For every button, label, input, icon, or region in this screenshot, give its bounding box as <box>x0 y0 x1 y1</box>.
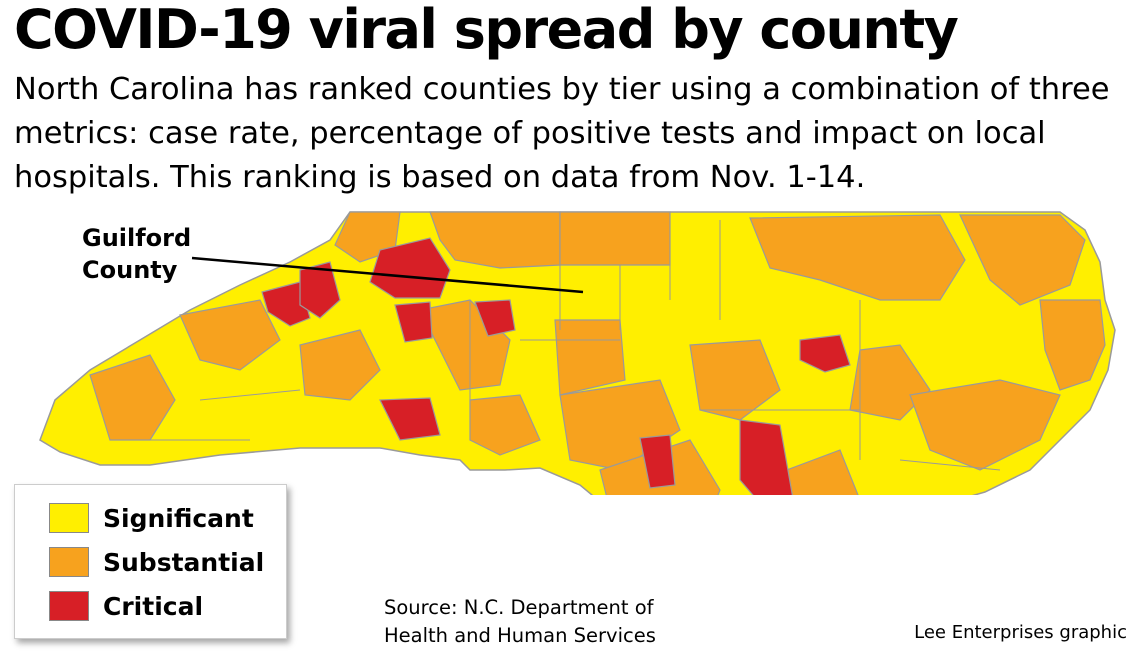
callout-line1: Guilford <box>82 224 192 252</box>
legend-label: Substantial <box>103 547 265 577</box>
county <box>799 334 851 373</box>
county <box>474 299 516 337</box>
graphic-credit: Lee Enterprises graphic <box>914 622 1127 643</box>
county <box>369 237 451 299</box>
legend-item-critical: Critical <box>49 591 203 621</box>
county <box>299 329 381 401</box>
county <box>1039 299 1106 391</box>
county <box>909 379 1061 471</box>
county <box>89 354 176 441</box>
county <box>689 339 781 421</box>
county <box>554 319 626 396</box>
legend-label: Significant <box>103 503 254 533</box>
county-borders <box>150 212 1001 471</box>
map-title: COVID-19 viral spread by county <box>14 0 959 61</box>
source-line2: Health and Human Services <box>384 624 656 647</box>
county <box>749 214 966 301</box>
substantial-swatch <box>49 547 89 577</box>
county <box>639 434 676 489</box>
significant-swatch <box>49 503 89 533</box>
county <box>261 281 311 327</box>
legend-label: Critical <box>103 591 204 621</box>
substantial-counties <box>89 211 1106 495</box>
guilford-callout: Guilford County <box>82 222 212 286</box>
legend: Significant Substantial Critical <box>14 484 287 639</box>
county <box>394 301 433 343</box>
guilford-callout-line <box>191 256 584 294</box>
critical-counties <box>261 237 851 495</box>
critical-swatch <box>49 591 89 621</box>
county <box>469 394 541 456</box>
nc-county-map <box>39 211 1116 495</box>
callout-line2: County <box>82 256 178 284</box>
county <box>179 299 281 371</box>
map-subtitle: North Carolina has ranked counties by ti… <box>14 72 1110 195</box>
legend-item-significant: Significant <box>49 503 254 533</box>
county <box>739 419 793 495</box>
source-line1: Source: N.C. Department of <box>384 596 654 619</box>
legend-item-substantial: Substantial <box>49 547 264 577</box>
county <box>379 397 441 441</box>
source-note: Source: N.C. Department of Health and Hu… <box>384 594 724 650</box>
county <box>959 214 1086 306</box>
county <box>299 261 341 319</box>
county <box>559 211 671 266</box>
